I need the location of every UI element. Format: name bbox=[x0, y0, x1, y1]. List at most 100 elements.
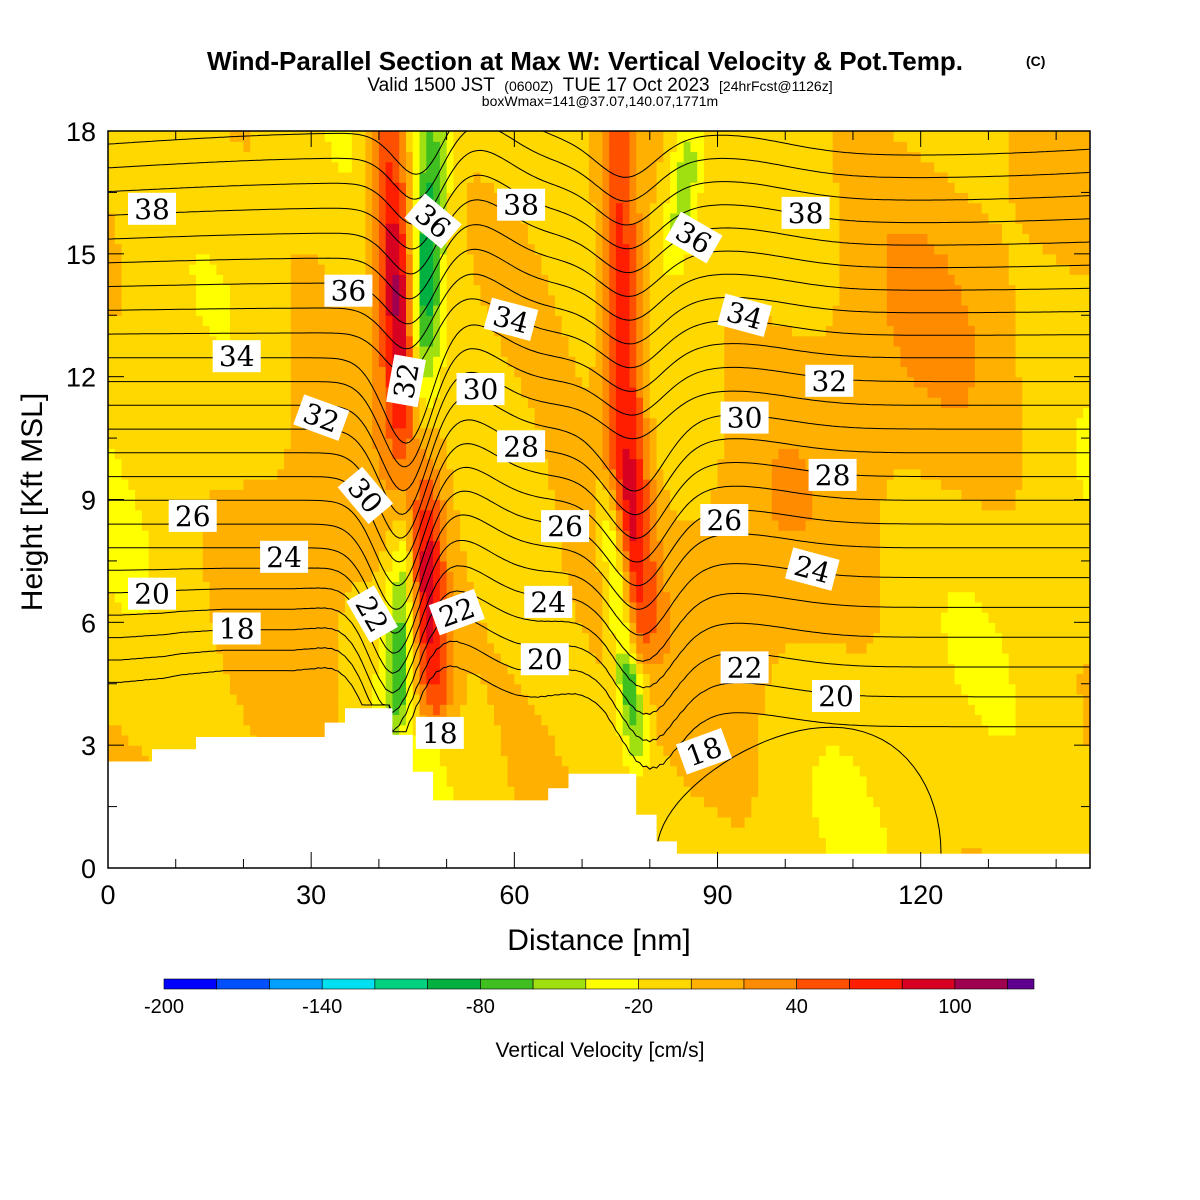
velocity-cell bbox=[168, 632, 177, 644]
velocity-cell bbox=[968, 571, 976, 582]
velocity-cell bbox=[270, 724, 278, 736]
velocity-cell bbox=[466, 704, 475, 716]
velocity-cell bbox=[514, 530, 522, 542]
velocity-cell bbox=[277, 663, 285, 675]
velocity-cell bbox=[1008, 816, 1017, 828]
velocity-cell bbox=[1042, 550, 1050, 562]
velocity-cell bbox=[947, 530, 956, 542]
velocity-cell bbox=[785, 745, 793, 757]
velocity-cell bbox=[1076, 683, 1084, 695]
velocity-cell bbox=[263, 601, 272, 613]
velocity-cell bbox=[494, 714, 502, 726]
velocity-cell bbox=[825, 591, 834, 603]
velocity-cell bbox=[954, 673, 962, 685]
velocity-cell bbox=[453, 755, 461, 767]
velocity-cell bbox=[649, 612, 658, 623]
velocity-cell bbox=[703, 693, 712, 705]
velocity-cell bbox=[947, 714, 956, 726]
velocity-cell bbox=[284, 632, 292, 644]
velocity-cell bbox=[615, 663, 624, 675]
velocity-cell bbox=[385, 519, 394, 531]
velocity-cell bbox=[141, 724, 150, 736]
velocity-cell bbox=[372, 673, 380, 685]
velocity-cell bbox=[453, 786, 461, 797]
velocity-cell bbox=[893, 796, 901, 808]
velocity-cell bbox=[487, 714, 495, 726]
velocity-cell bbox=[622, 591, 631, 603]
velocity-cell bbox=[805, 827, 813, 838]
velocity-cell bbox=[913, 560, 922, 572]
velocity-cell bbox=[710, 816, 719, 828]
velocity-cell bbox=[209, 673, 217, 685]
velocity-cell bbox=[819, 796, 827, 808]
velocity-cell bbox=[656, 806, 664, 818]
velocity-cell bbox=[934, 683, 942, 695]
velocity-cell bbox=[1001, 642, 1010, 654]
velocity-cell bbox=[277, 724, 285, 736]
velocity-cell bbox=[690, 786, 698, 797]
velocity-cell bbox=[947, 642, 956, 654]
velocity-cell bbox=[609, 622, 617, 634]
velocity-cell bbox=[460, 581, 468, 593]
velocity-cell bbox=[108, 683, 116, 695]
velocity-cell bbox=[981, 612, 990, 623]
velocity-cell bbox=[886, 704, 895, 716]
velocity-cell bbox=[494, 560, 502, 572]
velocity-cell bbox=[832, 714, 841, 726]
velocity-cell bbox=[1015, 827, 1023, 838]
velocity-cell bbox=[175, 601, 184, 613]
velocity-cell bbox=[907, 519, 915, 531]
velocity-cell bbox=[507, 786, 515, 797]
velocity-cell bbox=[785, 601, 793, 613]
velocity-cell bbox=[1001, 745, 1010, 757]
velocity-cell bbox=[907, 653, 915, 664]
velocity-cell bbox=[731, 847, 739, 859]
velocity-cell bbox=[751, 847, 759, 859]
velocity-cell bbox=[568, 693, 576, 705]
velocity-cell bbox=[223, 509, 231, 521]
velocity-cell bbox=[819, 734, 827, 746]
velocity-cell bbox=[223, 530, 231, 542]
velocity-cell bbox=[947, 550, 956, 562]
velocity-cell bbox=[792, 745, 800, 757]
velocity-cell bbox=[927, 591, 935, 603]
velocity-cell bbox=[886, 560, 895, 572]
velocity-cell bbox=[392, 642, 400, 654]
velocity-cell bbox=[487, 509, 495, 521]
velocity-cell bbox=[825, 827, 834, 838]
velocity-cell bbox=[771, 673, 780, 685]
velocity-cell bbox=[609, 653, 617, 664]
velocity-cell bbox=[284, 571, 292, 582]
velocity-cell bbox=[920, 683, 929, 695]
velocity-cell bbox=[480, 653, 488, 664]
velocity-cell bbox=[771, 734, 780, 746]
velocity-cell bbox=[453, 581, 461, 593]
velocity-cell bbox=[1022, 755, 1030, 767]
velocity-cell bbox=[507, 540, 515, 552]
velocity-cell bbox=[534, 519, 543, 531]
velocity-cell bbox=[913, 519, 922, 531]
velocity-cell bbox=[995, 673, 1003, 685]
velocity-cell bbox=[758, 622, 766, 634]
velocity-cell bbox=[812, 540, 820, 552]
velocity-cell bbox=[866, 550, 874, 562]
velocity-cell bbox=[1056, 745, 1064, 757]
velocity-cell bbox=[439, 775, 448, 787]
velocity-cell bbox=[920, 622, 929, 634]
velocity-cell bbox=[263, 509, 272, 521]
velocity-cell bbox=[737, 786, 746, 797]
velocity-cell bbox=[913, 622, 922, 634]
velocity-cell bbox=[128, 734, 136, 746]
velocity-cell bbox=[629, 540, 637, 552]
velocity-cell bbox=[751, 714, 759, 726]
velocity-cell bbox=[798, 796, 807, 808]
velocity-cell bbox=[141, 642, 150, 654]
velocity-cell bbox=[1069, 653, 1078, 664]
velocity-cell bbox=[284, 622, 292, 634]
velocity-cell bbox=[317, 601, 326, 613]
velocity-cell bbox=[480, 632, 488, 644]
velocity-cell bbox=[209, 591, 217, 603]
velocity-cell bbox=[873, 622, 881, 634]
velocity-cell bbox=[189, 632, 197, 644]
velocity-cell bbox=[1022, 847, 1030, 859]
